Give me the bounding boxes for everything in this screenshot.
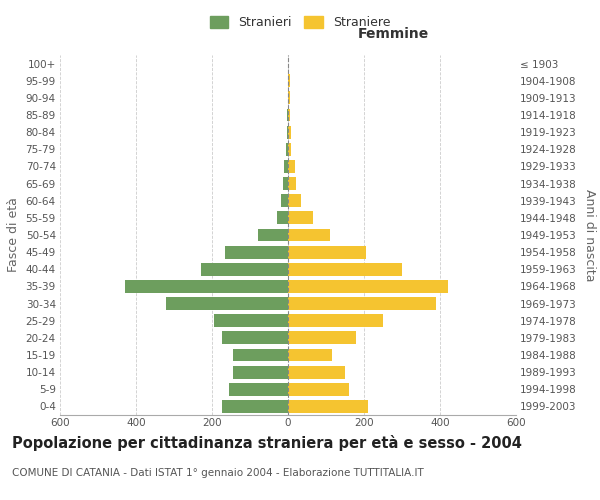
Bar — [166, 297, 288, 310]
Bar — [288, 400, 368, 413]
Bar — [221, 400, 288, 413]
Bar — [277, 212, 288, 224]
Bar — [288, 348, 332, 362]
Bar — [288, 212, 313, 224]
Bar — [288, 108, 290, 122]
Bar — [283, 177, 288, 190]
Bar — [288, 177, 296, 190]
Bar — [288, 160, 295, 173]
Y-axis label: Anni di nascita: Anni di nascita — [583, 188, 596, 281]
Bar — [200, 263, 288, 276]
Bar — [288, 246, 366, 258]
Bar — [288, 314, 383, 327]
Bar — [288, 74, 290, 87]
Bar — [226, 246, 288, 258]
Bar — [288, 332, 356, 344]
Bar — [229, 383, 288, 396]
Legend: Stranieri, Straniere: Stranieri, Straniere — [205, 11, 395, 34]
Bar — [288, 92, 290, 104]
Bar — [288, 126, 290, 138]
Text: Popolazione per cittadinanza straniera per età e sesso - 2004: Popolazione per cittadinanza straniera p… — [12, 435, 522, 451]
Bar — [284, 160, 288, 173]
Y-axis label: Fasce di età: Fasce di età — [7, 198, 20, 272]
Bar — [214, 314, 288, 327]
Bar — [288, 297, 436, 310]
Bar — [288, 143, 291, 156]
Bar — [233, 366, 288, 378]
Bar — [288, 263, 402, 276]
Bar — [286, 143, 288, 156]
Bar — [288, 228, 330, 241]
Bar — [233, 348, 288, 362]
Bar — [288, 280, 448, 293]
Bar — [281, 194, 288, 207]
Text: Femmine: Femmine — [357, 26, 428, 40]
Bar — [221, 332, 288, 344]
Bar — [288, 194, 301, 207]
Bar — [287, 126, 288, 138]
Bar — [125, 280, 288, 293]
Bar — [257, 228, 288, 241]
Bar — [287, 108, 288, 122]
Bar — [288, 383, 349, 396]
Text: COMUNE DI CATANIA - Dati ISTAT 1° gennaio 2004 - Elaborazione TUTTITALIA.IT: COMUNE DI CATANIA - Dati ISTAT 1° gennai… — [12, 468, 424, 477]
Bar — [288, 366, 345, 378]
